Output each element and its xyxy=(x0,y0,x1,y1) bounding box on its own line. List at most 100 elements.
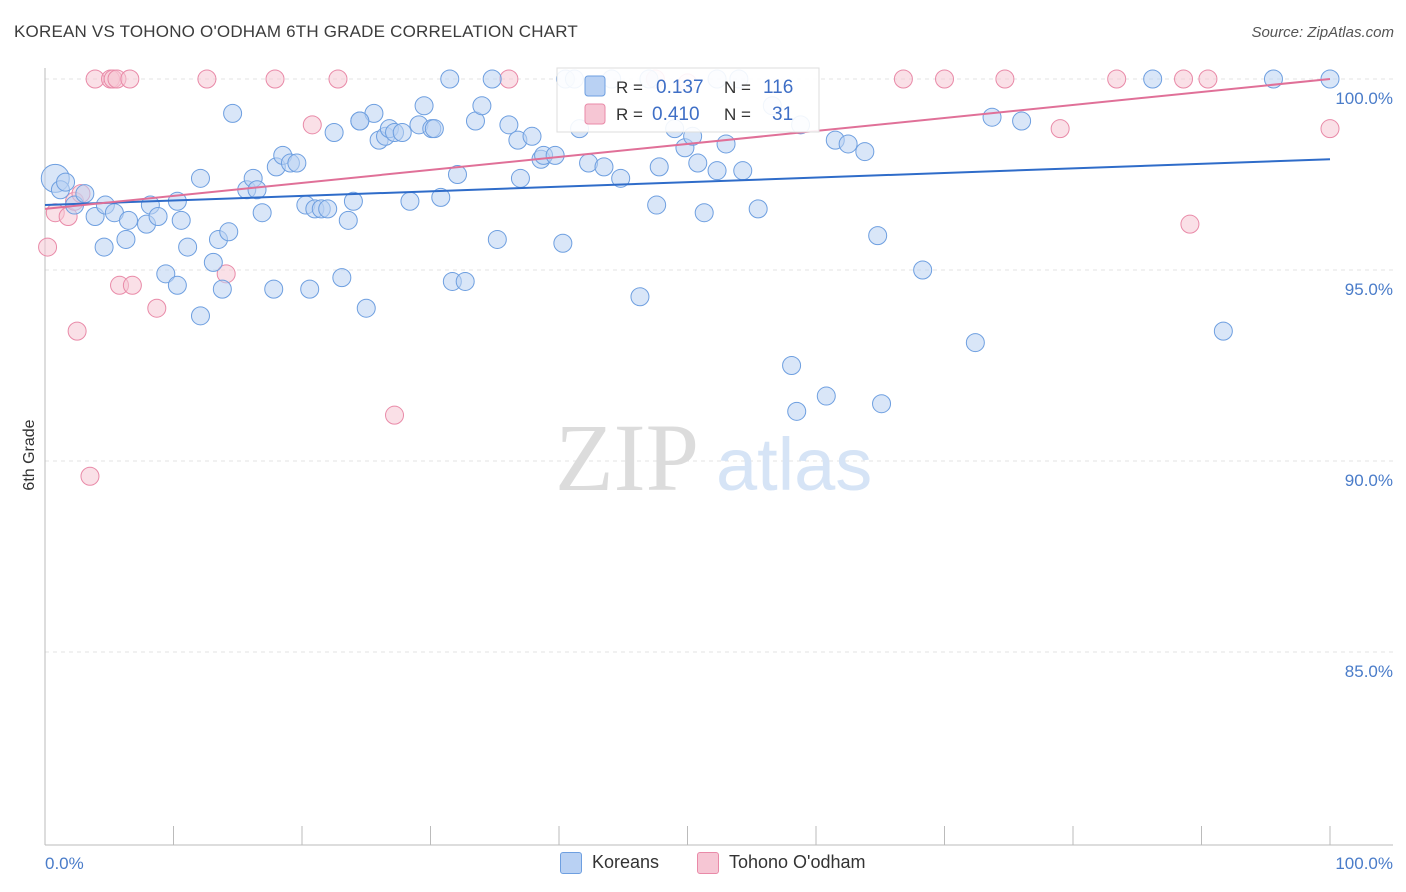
y-tick-labels: 100.0% 95.0% 90.0% 85.0% xyxy=(1335,89,1393,681)
legend-korean-n-value: 116 xyxy=(763,77,793,98)
bottom-legend-korean: Koreans xyxy=(560,852,660,875)
korean-point-55 xyxy=(431,187,451,207)
korean-point-64 xyxy=(499,115,519,135)
korean-point-24 xyxy=(223,103,243,123)
korean-point-76 xyxy=(594,157,614,177)
korean-point-14 xyxy=(156,264,176,284)
bottom-legend-tohono-label: Tohono O'odham xyxy=(729,852,866,872)
tohono-point-32 xyxy=(1320,119,1340,139)
legend-tohono-r-value: 0.410 xyxy=(652,104,700,125)
tohono-point-20 xyxy=(385,405,405,425)
korean-point-100 xyxy=(872,394,892,414)
tohono-point-30 xyxy=(1180,214,1200,234)
tohono-trend-line xyxy=(44,78,1331,210)
tohono-point-6 xyxy=(80,466,100,486)
korean-point-56 xyxy=(440,69,460,89)
korean-point-53 xyxy=(414,96,434,116)
korean-point-70 xyxy=(545,145,565,165)
korean-point-18 xyxy=(190,306,210,326)
korean-point-67 xyxy=(522,126,542,146)
korean-trend-line xyxy=(44,158,1331,207)
korean-point-105 xyxy=(1143,69,1163,89)
tohono-point-15 xyxy=(197,69,217,89)
bottom-legend-tohono: Tohono O'odham xyxy=(697,852,866,875)
korean-point-91 xyxy=(748,199,768,219)
chart-title: KOREAN VS TOHONO O'ODHAM 6TH GRADE CORRE… xyxy=(14,22,579,41)
korean-point-59 xyxy=(455,271,475,291)
stats-legend: R = 0.137 N = 116 R = 0.410 N = 31 xyxy=(556,67,820,133)
korean-point-23 xyxy=(219,222,239,242)
watermark-atlas: atlas xyxy=(716,423,872,506)
x-tick-label-start: 0.0% xyxy=(45,854,84,873)
watermark-zip: ZIP xyxy=(555,404,699,511)
x-tick-labels: 0.0% 100.0% xyxy=(45,854,1393,873)
korean-point-58 xyxy=(447,165,467,184)
source-label: Source: ZipAtlas.com xyxy=(1251,24,1394,41)
korean-point-88 xyxy=(716,134,736,154)
korean-point-111 xyxy=(350,111,370,131)
x-tick-label-end: 100.0% xyxy=(1335,854,1393,873)
tohono-point-13 xyxy=(122,275,142,295)
korean-point-95 xyxy=(816,386,836,406)
korean-point-101 xyxy=(913,260,933,280)
y-axis-label: 6th Grade xyxy=(21,419,38,490)
korean-point-42 xyxy=(343,191,363,211)
korean-point-97 xyxy=(838,134,858,154)
series-korean-points xyxy=(40,69,1340,421)
korean-point-10 xyxy=(119,210,139,230)
korean-point-4 xyxy=(75,184,95,204)
korean-point-90 xyxy=(733,161,753,181)
korean-point-78 xyxy=(630,287,650,307)
korean-point-103 xyxy=(982,107,1002,127)
tohono-point-18 xyxy=(302,115,322,135)
korean-point-16 xyxy=(171,210,191,230)
korean-point-61 xyxy=(472,96,492,116)
korean-point-13 xyxy=(148,207,168,227)
legend-tohono-r-label: R = xyxy=(616,105,643,124)
korean-point-62 xyxy=(482,69,502,89)
korean-point-85 xyxy=(688,153,708,173)
tohono-point-28 xyxy=(1107,69,1127,89)
korean-point-99 xyxy=(868,226,888,246)
korean-point-81 xyxy=(649,157,669,177)
tohono-point-0 xyxy=(38,237,58,257)
tohono-point-31 xyxy=(1198,69,1218,89)
y-tick-label-0: 100.0% xyxy=(1335,89,1393,108)
korean-point-102 xyxy=(965,333,985,353)
tohono-point-21 xyxy=(499,69,519,89)
tohono-point-19 xyxy=(328,69,348,89)
watermark: ZIP atlas xyxy=(555,404,872,511)
korean-point-22 xyxy=(212,279,232,299)
korean-point-80 xyxy=(647,195,667,215)
korean-point-66 xyxy=(510,168,530,188)
korean-point-40 xyxy=(332,268,352,288)
legend-korean-r-label: R = xyxy=(616,78,643,97)
bottom-legend-korean-label: Koreans xyxy=(592,852,660,872)
y-tick-label-1: 95.0% xyxy=(1345,280,1393,299)
korean-point-15 xyxy=(167,275,187,295)
tohono-point-14 xyxy=(147,298,167,318)
bottom-legend-korean-swatch xyxy=(560,852,582,875)
legend-tohono-n-value: 31 xyxy=(772,104,793,125)
y-tick-label-2: 90.0% xyxy=(1345,471,1393,490)
korean-point-106 xyxy=(1213,321,1233,341)
korean-point-19 xyxy=(190,168,210,188)
tohono-point-26 xyxy=(995,69,1015,89)
korean-point-2 xyxy=(56,172,76,192)
korean-point-51 xyxy=(400,191,420,211)
korean-point-113 xyxy=(424,119,444,139)
korean-point-20 xyxy=(203,252,223,272)
tohono-point-11 xyxy=(120,69,140,89)
tohono-point-17 xyxy=(265,69,285,89)
tohono-point-29 xyxy=(1174,69,1194,89)
korean-point-93 xyxy=(787,401,807,421)
korean-point-98 xyxy=(855,142,875,162)
korean-point-87 xyxy=(707,161,727,181)
tohono-point-5 xyxy=(67,321,87,341)
korean-point-41 xyxy=(338,210,358,230)
korean-point-71 xyxy=(553,233,573,253)
korean-point-8 xyxy=(94,237,114,257)
korean-point-9 xyxy=(116,229,136,249)
legend-korean-r-value: 0.137 xyxy=(656,77,704,98)
